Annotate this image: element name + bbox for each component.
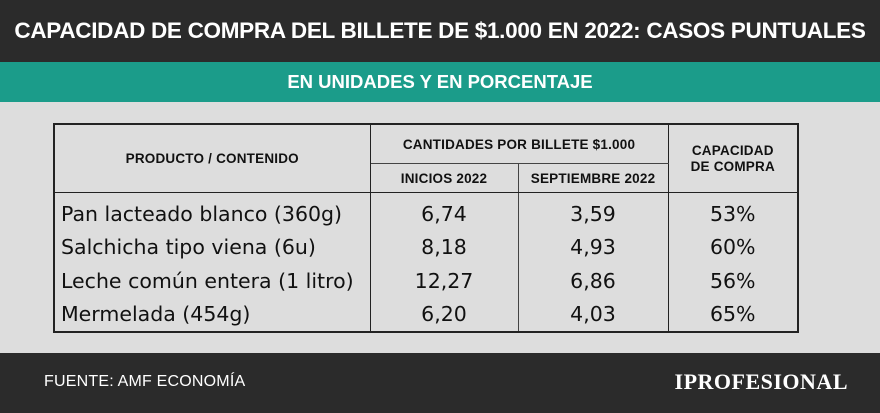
cell-sept: 6,86 <box>518 264 669 298</box>
header-capacity-line2: DE COMPRA <box>690 158 775 174</box>
cell-sept: 4,03 <box>518 297 669 331</box>
header-capacity-line1: CAPACIDAD <box>691 142 774 158</box>
table-row: Leche común entera (1 litro) 12,27 6,86 … <box>55 264 797 298</box>
cell-product: Leche común entera (1 litro) <box>55 264 371 298</box>
header-product: PRODUCTO / CONTENIDO <box>55 125 371 193</box>
header-quantities-group: CANTIDADES POR BILLETE $1.000 <box>370 125 669 164</box>
cell-capacity: 56% <box>709 268 756 293</box>
cell-capacity: 65% <box>709 302 756 327</box>
cell-product: Pan lacteado blanco (360g) <box>55 192 371 231</box>
cell-start: 6,20 <box>370 297 519 331</box>
source-credit: FUENTE: AMF ECONOMÍA <box>44 373 246 390</box>
cell-capacity: 60% <box>709 235 756 260</box>
footer-bar: FUENTE: AMF ECONOMÍA IPROFESIONAL <box>0 353 880 413</box>
cell-capacity: 53% <box>709 201 756 226</box>
header-september-2022: SEPTIEMBRE 2022 <box>518 163 669 193</box>
data-table-container: PRODUCTO / CONTENIDO CANTIDADES POR BILL… <box>53 123 799 333</box>
cell-start: 6,74 <box>370 192 519 231</box>
header-capacity: CAPACIDAD DE COMPRA <box>668 125 798 193</box>
purchase-capacity-table: PRODUCTO / CONTENIDO CANTIDADES POR BILL… <box>55 125 798 331</box>
table-row: Salchicha tipo viena (6u) 8,18 4,93 60% <box>55 230 797 265</box>
cell-sept: 4,93 <box>518 230 669 265</box>
header-start-2022: INICIOS 2022 <box>370 163 519 193</box>
page-title: CAPACIDAD DE COMPRA DEL BILLETE DE $1.00… <box>14 18 866 43</box>
title-bar: CAPACIDAD DE COMPRA DEL BILLETE DE $1.00… <box>0 0 880 62</box>
cell-sept: 3,59 <box>518 192 669 231</box>
cell-start: 12,27 <box>370 264 519 298</box>
page-subtitle: EN UNIDADES Y EN PORCENTAJE <box>287 71 593 92</box>
table-row: Pan lacteado blanco (360g) 6,74 3,59 53% <box>55 192 797 231</box>
table-row: Mermelada (454g) 6,20 4,03 65% <box>55 297 797 331</box>
brand-logo: IPROFESIONAL <box>674 369 848 394</box>
subtitle-bar: EN UNIDADES Y EN PORCENTAJE <box>0 62 880 102</box>
cell-start: 8,18 <box>370 230 519 265</box>
cell-product: Mermelada (454g) <box>55 297 371 331</box>
cell-product: Salchicha tipo viena (6u) <box>55 230 371 265</box>
